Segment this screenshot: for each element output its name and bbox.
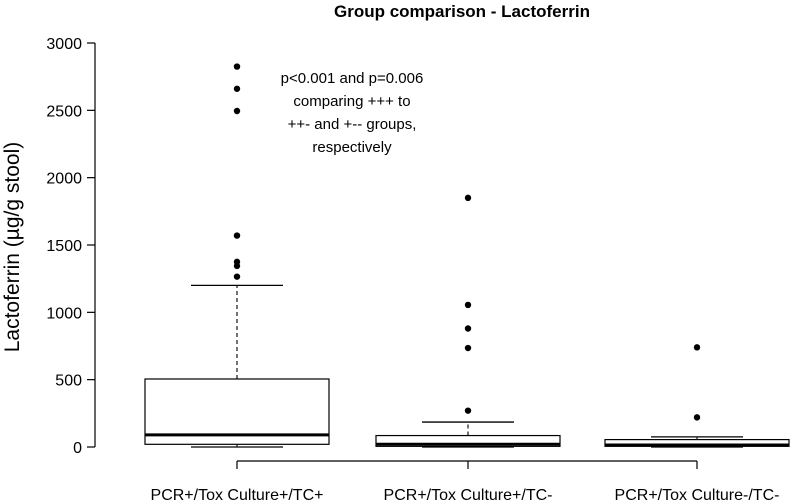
outlier-point: [694, 344, 700, 350]
y-tick-label: 500: [55, 373, 82, 390]
y-tick-label: 1000: [46, 305, 82, 322]
outlier-point: [234, 108, 240, 114]
x-axis: PCR+/Tox Culture+/TC+ PCR+/Tox Culture+/T…: [151, 461, 780, 504]
outlier-point: [234, 273, 240, 279]
y-tick-label: 3000: [46, 36, 82, 53]
outlier-point: [234, 63, 240, 69]
annotation-line: p<0.001 and p=0.006: [281, 70, 424, 87]
outlier-point: [465, 195, 471, 201]
annotation-line: ++- and +-- groups,: [288, 116, 417, 133]
chart-title: Group comparison - Lactoferrin: [334, 2, 590, 21]
y-tick-label: 2000: [46, 171, 82, 188]
outlier-point: [234, 232, 240, 238]
outlier-point: [465, 345, 471, 351]
outlier-point: [694, 414, 700, 420]
x-tick-label: PCR+/Tox Culture-/TC-: [615, 487, 780, 504]
y-axis-label: Lactoferrin (µg/g stool): [1, 142, 24, 353]
outlier-point: [465, 302, 471, 308]
p-value-annotation: p<0.001 and p=0.006 comparing +++ to ++- a…: [281, 70, 424, 156]
boxes: [145, 63, 789, 447]
outlier-point: [234, 86, 240, 92]
y-axis: 0 500 1000 1500 2000 2500 3000: [46, 36, 95, 457]
box-group: [605, 344, 789, 447]
annotation-line: respectively: [312, 139, 392, 156]
y-tick-label: 1500: [46, 238, 82, 255]
outlier-point: [465, 325, 471, 331]
outlier-point: [234, 259, 240, 265]
annotation-line: comparing +++ to: [293, 93, 410, 110]
outlier-point: [465, 407, 471, 413]
x-tick-label: PCR+/Tox Culture+/TC-: [384, 487, 553, 504]
y-tick-label: 0: [73, 440, 82, 457]
x-tick-label: PCR+/Tox Culture+/TC+: [151, 487, 324, 504]
box-group: [376, 195, 560, 447]
y-tick-label: 2500: [46, 103, 82, 120]
